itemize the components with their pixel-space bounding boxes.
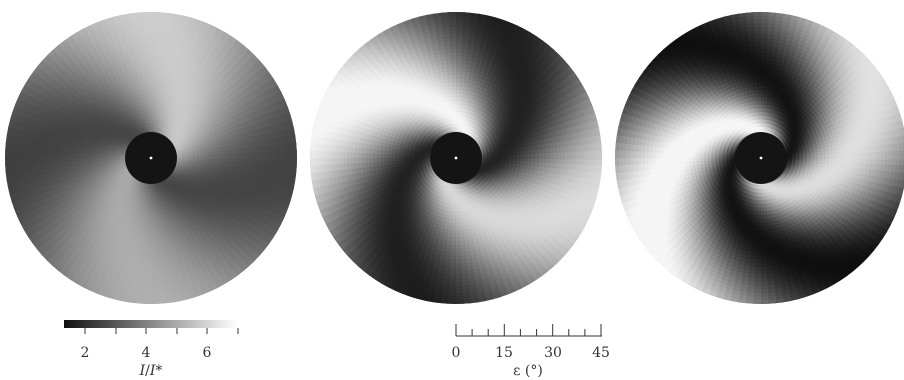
panel-1-cell [197,155,201,158]
panel-2-cell [494,156,498,159]
panel-2-cell [491,156,495,159]
panel-1-cell [186,156,190,159]
panel-1-cell [208,155,212,159]
panel-2-cell [487,156,491,158]
panel-1-cell [189,156,193,159]
panel-1-cell [204,155,208,159]
panel-2-cell [498,156,502,159]
panel-1-cell [193,156,197,159]
panel-2-cell [483,156,487,158]
panel-1-cell [293,150,298,159]
panel-1-cell [182,156,186,158]
panel-1-cell [178,156,182,158]
panel-1-cell [201,155,205,158]
